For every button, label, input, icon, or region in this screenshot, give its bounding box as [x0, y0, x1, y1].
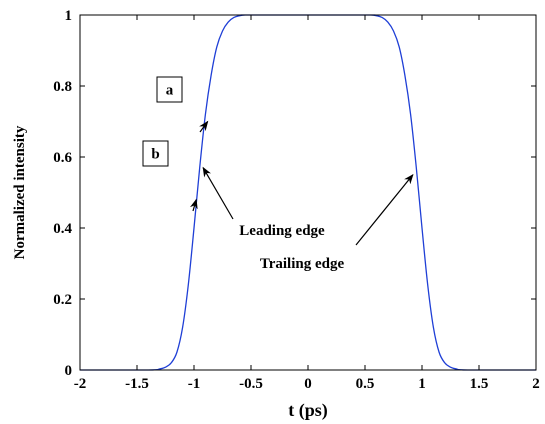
y-tick-label: 0.6: [53, 150, 72, 166]
x-tick-label: 0.5: [356, 376, 375, 392]
annotation-trailing-edge: Trailing edge: [260, 256, 345, 272]
y-tick-label: 0.8: [53, 79, 72, 95]
x-tick-label: 1: [418, 376, 426, 392]
y-tick-label: 0: [65, 363, 73, 379]
x-tick-label: -0.5: [239, 376, 263, 392]
annotation-leading-edge: Leading edge: [239, 223, 325, 239]
annotation-leading-edge-arrow: [202, 166, 234, 220]
label-box-a-arrow: [199, 120, 209, 133]
series-layer: [80, 14, 536, 371]
label-box-b: b: [151, 147, 159, 163]
y-axis-title: Normalized intensity: [12, 125, 28, 259]
x-tick-label: -2: [74, 376, 87, 392]
x-tick-label: 0: [304, 376, 312, 392]
label-box-a: a: [166, 83, 174, 99]
x-tick-label: 2: [532, 376, 540, 392]
series-line-0: [80, 14, 536, 371]
x-tick-label: -1: [188, 376, 201, 392]
label-box-b-frame: [142, 140, 169, 167]
y-tick-label: 0.2: [53, 292, 72, 308]
annotations-layer: Leading edge Trailing edge a b: [142, 76, 414, 272]
y-tick-label: 0.4: [53, 221, 72, 237]
x-axis-title: t (ps): [288, 400, 328, 421]
ticks-layer: -2 -1.5 -1 -0.5 0 0.5 1 1.5 2 0 0.2 0.4 0.6 0.8 1: [53, 8, 540, 392]
label-box-b-arrow: [189, 198, 198, 212]
x-tick-label: -1.5: [125, 376, 149, 392]
axes-frame: [79, 14, 537, 371]
annotation-trailing-edge-arrow: [355, 173, 414, 246]
label-box-a-frame: [156, 76, 183, 103]
x-tick-label: 1.5: [470, 376, 489, 392]
y-tick-label: 1: [65, 8, 73, 24]
